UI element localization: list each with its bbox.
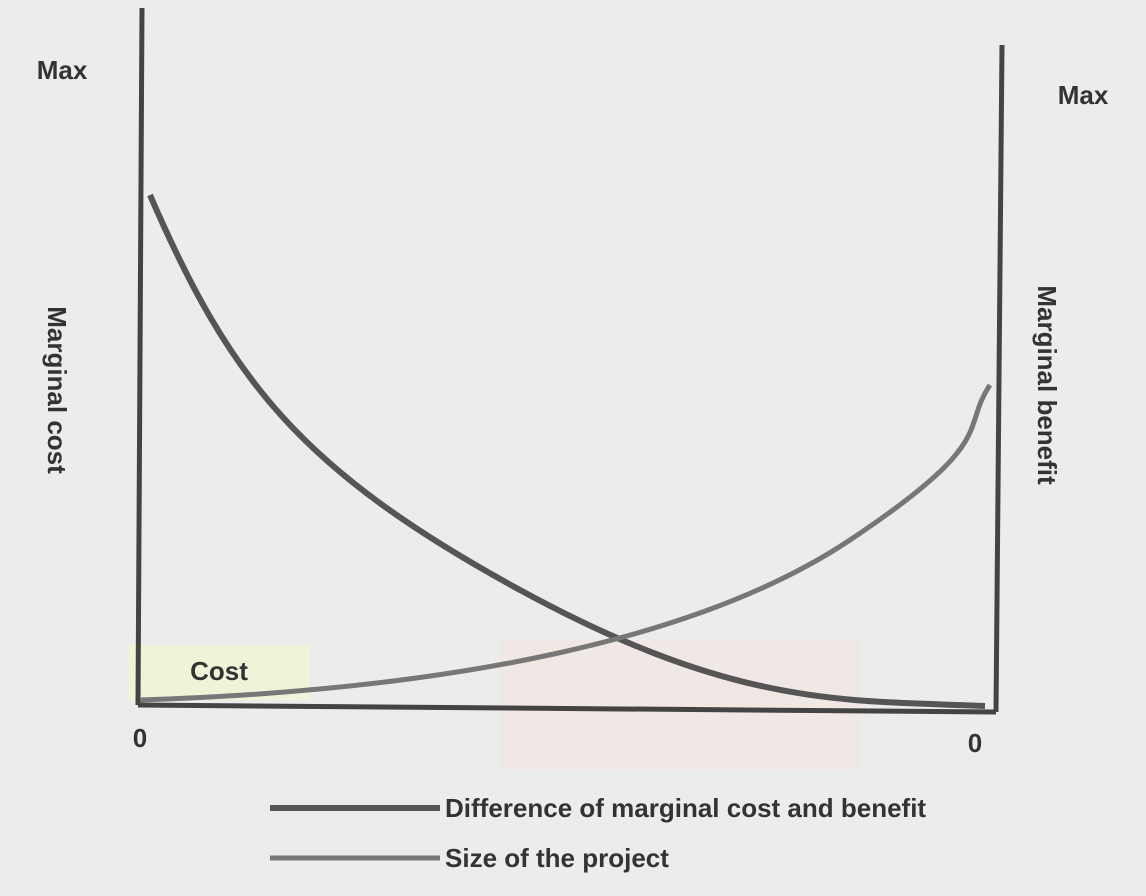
left-axis-title: Marginal cost [42, 306, 72, 474]
left-bottom-label: 0 [133, 723, 147, 753]
right-top-label: Max [1058, 80, 1109, 110]
left-axis [135, 7, 145, 706]
right-axis-title: Marginal benefit [1032, 285, 1062, 485]
legend-label: Difference of marginal cost and benefit [445, 793, 926, 823]
right-bottom-label: 0 [968, 728, 982, 758]
baseline [137, 702, 997, 715]
decreasing-curve [147, 193, 986, 709]
legend-label: Size of the project [445, 843, 669, 873]
right-axis [993, 44, 1005, 713]
increasing-curve [139, 383, 993, 703]
baseline-label: Cost [190, 656, 248, 686]
left-top-label: Max [37, 55, 88, 85]
